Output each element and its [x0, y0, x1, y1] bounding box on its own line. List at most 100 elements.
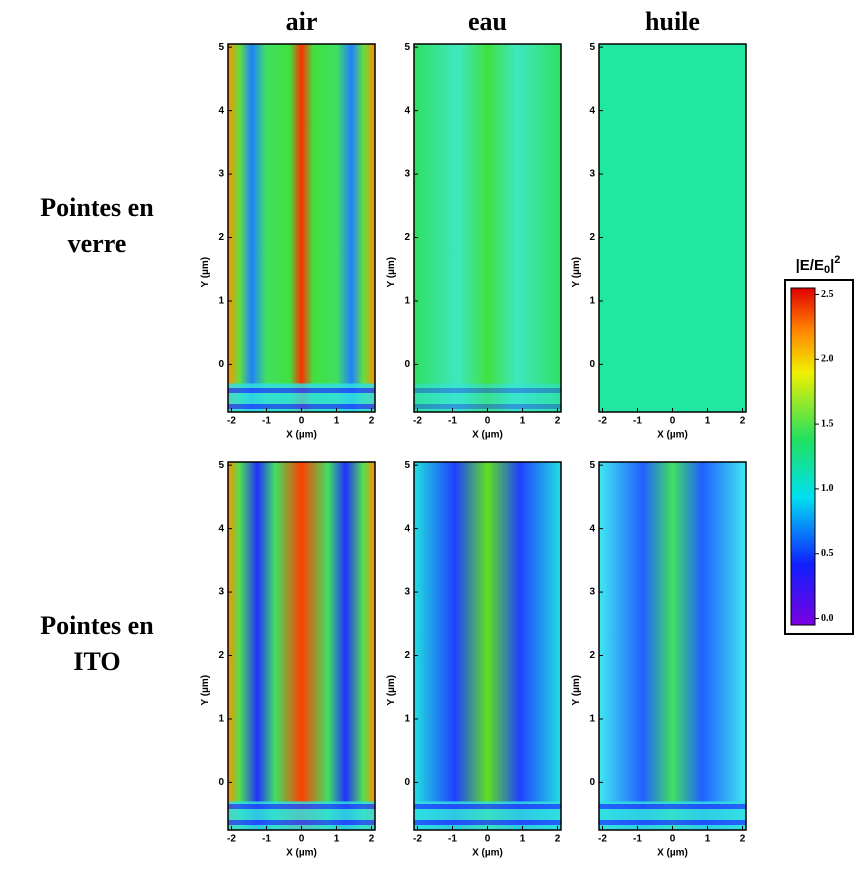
x-tick-label: -2	[413, 416, 422, 427]
y-tick-label: 0	[589, 359, 595, 370]
x-axis-label: X (µm)	[286, 430, 317, 441]
row-label: Pointes en	[40, 193, 154, 222]
colorbar-title: |E/E0|2	[796, 254, 841, 276]
y-tick-label: 5	[404, 42, 410, 53]
y-tick-label: 5	[589, 460, 595, 471]
colorbar-title-part: 2	[834, 254, 840, 266]
y-tick-label: 4	[589, 523, 595, 534]
x-tick-label: 1	[334, 416, 340, 427]
field-map	[414, 44, 561, 412]
y-tick-label: 2	[404, 232, 410, 243]
x-tick-label: 2	[555, 834, 561, 845]
column-title: eau	[468, 7, 507, 36]
y-tick-label: 5	[218, 42, 224, 53]
colorbar-tick-label: 2.5	[821, 289, 834, 300]
colorbar-tick-label: 1.5	[821, 418, 834, 429]
colorbar-title-part: |	[830, 257, 834, 274]
interface-fringes	[414, 801, 561, 830]
colorbar-tick-label: 0.0	[821, 613, 834, 624]
y-tick-label: 0	[589, 777, 595, 788]
y-tick-label: 1	[404, 296, 410, 307]
field-map	[599, 462, 746, 830]
y-tick-label: 3	[589, 587, 595, 598]
y-axis-label: Y (µm)	[571, 675, 582, 706]
y-tick-label: 4	[218, 105, 224, 116]
y-axis-label: Y (µm)	[386, 675, 397, 706]
colorbar-tick-label: 2.0	[821, 354, 834, 365]
y-axis-label: Y (µm)	[386, 257, 397, 288]
colorbar-tick-label: 0.5	[821, 548, 834, 559]
x-tick-label: 1	[334, 834, 340, 845]
interface-fringes	[599, 801, 746, 830]
field-map	[414, 462, 561, 830]
x-tick-label: 0	[670, 834, 676, 845]
x-tick-label: 0	[299, 416, 305, 427]
x-tick-label: 2	[369, 834, 375, 845]
y-tick-label: 5	[589, 42, 595, 53]
x-tick-label: 1	[705, 834, 711, 845]
colorbar-title-part: 0	[824, 264, 830, 276]
colorbar-title-part: |E/E	[796, 257, 824, 274]
x-tick-label: -1	[262, 416, 271, 427]
y-tick-label: 4	[404, 523, 410, 534]
x-tick-label: 2	[740, 416, 746, 427]
y-tick-label: 4	[404, 105, 410, 116]
x-tick-label: -2	[227, 416, 236, 427]
y-tick-label: 4	[218, 523, 224, 534]
x-tick-label: -1	[448, 416, 457, 427]
y-tick-label: 0	[218, 359, 224, 370]
x-tick-label: -1	[633, 416, 642, 427]
x-tick-label: 1	[705, 416, 711, 427]
y-tick-label: 1	[404, 714, 410, 725]
interface-fringes	[414, 383, 561, 412]
y-tick-label: 1	[589, 714, 595, 725]
y-tick-label: 2	[404, 650, 410, 661]
x-axis-label: X (µm)	[286, 848, 317, 859]
x-axis-label: X (µm)	[472, 430, 503, 441]
row-label: ITO	[73, 647, 120, 676]
y-tick-label: 2	[218, 650, 224, 661]
y-axis-label: Y (µm)	[200, 257, 211, 288]
x-tick-label: -2	[227, 834, 236, 845]
interface-fringes	[228, 801, 375, 830]
x-tick-label: -1	[448, 834, 457, 845]
y-tick-label: 1	[218, 296, 224, 307]
row-label: verre	[68, 229, 127, 258]
y-tick-label: 4	[589, 105, 595, 116]
x-tick-label: 0	[485, 834, 491, 845]
y-tick-label: 2	[218, 232, 224, 243]
y-tick-label: 3	[218, 587, 224, 598]
x-tick-label: -2	[413, 834, 422, 845]
x-tick-label: 0	[299, 834, 305, 845]
y-axis-label: Y (µm)	[200, 675, 211, 706]
x-tick-label: 1	[520, 834, 526, 845]
x-axis-label: X (µm)	[657, 848, 688, 859]
x-tick-label: 2	[555, 416, 561, 427]
x-axis-label: X (µm)	[657, 430, 688, 441]
y-tick-label: 3	[404, 587, 410, 598]
colorbar	[790, 287, 816, 626]
x-tick-label: -2	[598, 834, 607, 845]
y-tick-label: 3	[218, 169, 224, 180]
x-tick-label: 0	[670, 416, 676, 427]
y-tick-label: 3	[589, 169, 595, 180]
y-tick-label: 2	[589, 232, 595, 243]
y-tick-label: 2	[589, 650, 595, 661]
y-tick-label: 0	[404, 359, 410, 370]
field-map	[228, 462, 375, 830]
field-map	[228, 44, 375, 412]
y-tick-label: 0	[218, 777, 224, 788]
y-tick-label: 5	[404, 460, 410, 471]
interface-fringes	[228, 383, 375, 412]
x-axis-label: X (µm)	[472, 848, 503, 859]
x-tick-label: -1	[262, 834, 271, 845]
y-tick-label: 0	[404, 777, 410, 788]
x-tick-label: 2	[740, 834, 746, 845]
x-tick-label: -2	[598, 416, 607, 427]
x-tick-label: 0	[485, 416, 491, 427]
field-map	[599, 44, 746, 412]
y-tick-label: 5	[218, 460, 224, 471]
column-title: huile	[645, 7, 700, 36]
row-label: Pointes en	[40, 611, 154, 640]
